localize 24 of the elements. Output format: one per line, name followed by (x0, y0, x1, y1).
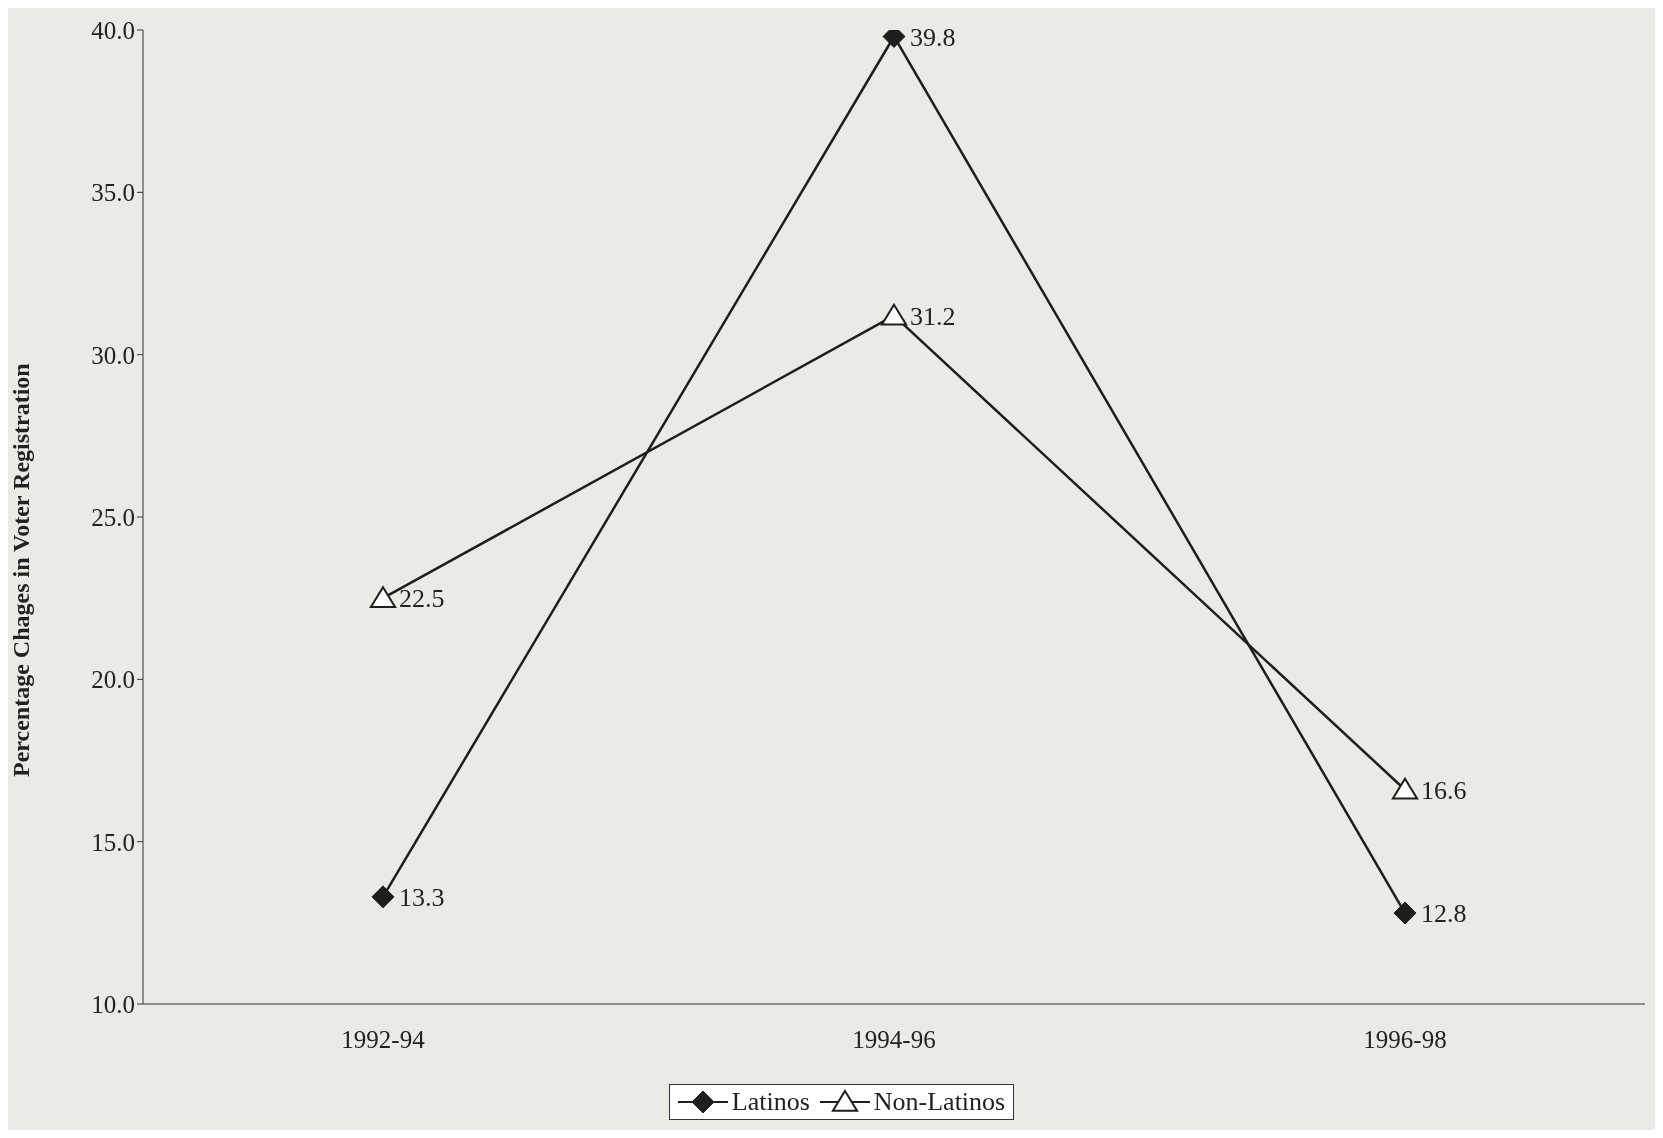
data-label: 12.8 (1421, 899, 1467, 929)
y-tick-label: 10.0 (91, 990, 135, 1018)
y-tick-label: 40.0 (91, 16, 135, 44)
x-tick-label: 1992-94 (341, 1025, 426, 1053)
y-tick-label: 15.0 (91, 828, 135, 856)
y-tick-label: 35.0 (91, 179, 135, 207)
y-tick-label: 30.0 (91, 341, 135, 369)
x-tick-label: 1994-96 (852, 1025, 936, 1053)
point (880, 303, 908, 326)
data-label: 13.3 (399, 883, 445, 913)
x-tick-label: 1996-98 (1363, 1025, 1447, 1053)
point (369, 586, 397, 608)
data-label: 39.8 (910, 22, 956, 52)
point (1393, 901, 1417, 925)
legend-label: Non-Latinos (872, 1087, 1006, 1117)
y-axis-title: Percentage Chages in Voter Registration (7, 363, 34, 777)
data-label: 31.2 (910, 301, 956, 331)
y-tick-label: 25.0 (91, 503, 135, 531)
legend-label: Latinos (730, 1087, 810, 1117)
data-label: 16.6 (1421, 775, 1467, 805)
point (1391, 777, 1419, 800)
y-tick-label: 20.0 (91, 666, 135, 694)
data-label: 22.5 (399, 584, 445, 614)
point (371, 885, 395, 909)
